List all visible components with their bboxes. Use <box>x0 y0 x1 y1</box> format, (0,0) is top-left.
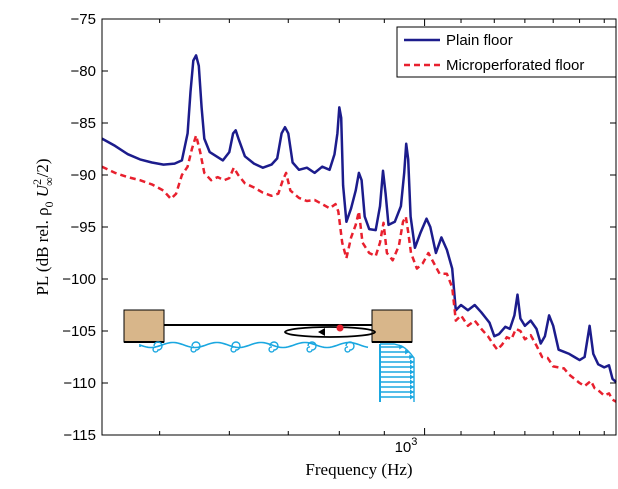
x-tick-label-1000: 103 <box>395 436 418 456</box>
y-label-end: /2) <box>33 158 52 177</box>
inset-profile-arrowhead <box>410 379 414 385</box>
inset-profile-curve <box>380 343 415 402</box>
y-tick-label: −100 <box>62 271 96 288</box>
inset-vortex <box>306 341 317 353</box>
y-label-U: U <box>33 183 52 197</box>
inset-profile-arrowhead <box>410 389 414 395</box>
y-label-main: PL (dB rel. ρ <box>33 207 52 295</box>
plot-area <box>102 19 616 435</box>
y-label-subinf: ∞ <box>42 177 56 186</box>
y-tick-label: −90 <box>71 167 96 184</box>
cavity-flow-inset <box>123 309 415 402</box>
y-tick-label: −85 <box>71 115 96 132</box>
inset-vortex <box>190 341 201 353</box>
series-layer <box>101 54 617 403</box>
inset-profile-arrowhead <box>410 384 414 390</box>
inset-vortex-trail <box>139 341 369 349</box>
inset-profile-arrowhead <box>410 374 414 380</box>
y-tick-label: −105 <box>62 323 96 340</box>
inset-profile-arrowhead <box>410 369 414 375</box>
legend-box <box>396 26 617 78</box>
axes: −115 −110 −105 −100 −95 −90 −85 −80 −75 <box>62 11 617 444</box>
inset-vortex <box>344 341 355 353</box>
y-tick-label: −75 <box>71 11 96 28</box>
legend-label-plain: Plain floor <box>446 32 513 49</box>
y-tick-label: −95 <box>71 219 96 236</box>
y-tick-label: −80 <box>71 63 96 80</box>
y-tick-label: −115 <box>63 427 96 444</box>
inset-profile-arrowhead <box>410 394 414 400</box>
inset-vortex <box>230 341 241 353</box>
inset-vortex <box>268 341 279 353</box>
x-tick-base: 10 <box>395 439 412 456</box>
y-tick-label: −110 <box>63 375 96 392</box>
inset-right-block <box>371 309 413 343</box>
y-axis-label: PL (dB rel. ρ0 U2∞/2) <box>30 158 56 295</box>
inset-recirculation-loop <box>284 326 376 338</box>
inset-left-block <box>123 309 165 343</box>
inset-profile-arrowhead <box>410 364 414 370</box>
inset-profile-arrowhead <box>405 349 410 355</box>
inset-vortex <box>152 341 163 353</box>
inset-profile-arrowhead <box>410 359 414 365</box>
series-line-microperforated-floor <box>101 134 617 403</box>
y-label-sub0: 0 <box>42 201 56 207</box>
x-axis-label: Frequency (Hz) <box>305 460 412 479</box>
x-tick-exp: 3 <box>411 436 417 448</box>
inset-flow-arrow <box>318 328 325 336</box>
inset-profile-arrowhead <box>409 354 414 360</box>
legend: Plain floor Microperforated floor <box>396 26 617 78</box>
series-line-plain-floor <box>101 54 617 383</box>
y-label-sup: 2 <box>30 179 44 185</box>
inset-probe-marker <box>336 324 344 332</box>
legend-label-micro: Microperforated floor <box>446 57 584 74</box>
